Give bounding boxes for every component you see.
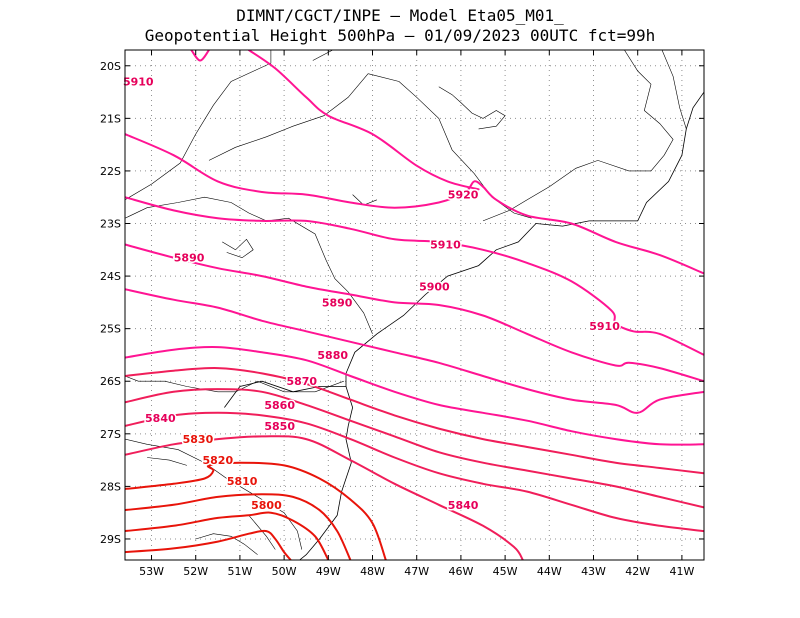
contour-5890 [125, 288, 704, 414]
contour-5800 [125, 529, 292, 560]
lat-tick-label: 28S [100, 480, 121, 493]
lat-tick-label: 22S [100, 165, 121, 178]
contour-5870 [125, 367, 704, 475]
contour-label-5840: 5840 [145, 412, 176, 425]
contour-5810 [125, 511, 330, 560]
state-border [195, 533, 258, 555]
state-border [125, 438, 303, 550]
state-border [125, 50, 272, 201]
state-border [125, 196, 373, 335]
contour-5910 [125, 196, 704, 356]
lon-tick-label: 41W [669, 565, 694, 578]
state-border [438, 86, 506, 130]
graticule [125, 50, 704, 560]
chart-title-line2: Geopotential Height 500hPa – 01/09/2023 … [144, 26, 656, 45]
lon-tick-label: 43W [581, 565, 606, 578]
contour-label-5810: 5810 [227, 475, 258, 488]
contour-5840 [125, 435, 524, 560]
lat-tick-label: 29S [100, 533, 121, 546]
contour-label-5910: 5910 [589, 320, 620, 333]
state-border [368, 73, 532, 219]
coastline-south [224, 380, 354, 560]
lat-tick-label: 27S [100, 428, 121, 441]
coastlines-and-borders [125, 50, 704, 560]
lon-tick-label: 46W [448, 565, 473, 578]
axis-ticks: 20S 21S 22S 23S 24S 25S 26S 27S 28S 29S 53W 52W 51W 5… [100, 50, 704, 578]
contour-label-5890: 5890 [174, 252, 205, 265]
state-border [312, 50, 333, 61]
state-border [222, 238, 254, 259]
lat-tick-label: 21S [100, 112, 121, 125]
state-border [482, 50, 674, 222]
contour-label-5890: 5890 [322, 296, 353, 309]
lon-tick-label: 44W [537, 565, 562, 578]
contour-5930 [247, 50, 480, 191]
chart-title-line1: DIMNT/CGCT/INPE – Model Eta05_M01_ [236, 6, 564, 25]
lon-tick-label: 42W [625, 565, 650, 578]
lon-tick-label: 48W [360, 565, 385, 578]
lon-tick-label: 50W [272, 565, 297, 578]
state-border [147, 457, 187, 466]
contour-label-5900: 5900 [419, 281, 450, 294]
lat-tick-label: 23S [100, 218, 121, 231]
contour-label-5830: 5830 [183, 433, 214, 446]
contour-5880 [125, 345, 704, 446]
plot-frame [124, 49, 705, 561]
lon-tick-label: 52W [183, 565, 208, 578]
lon-tick-label: 45W [493, 565, 518, 578]
contour-label-5820: 5820 [203, 454, 234, 467]
lat-tick-label: 24S [100, 270, 121, 283]
state-border [125, 375, 344, 393]
state-border [208, 73, 369, 161]
lon-tick-label: 49W [316, 565, 341, 578]
contour-5900 [125, 243, 704, 383]
contour-label-5840: 5840 [448, 499, 479, 512]
contour-label-5910: 5910 [430, 239, 461, 252]
lat-tick-label: 20S [100, 60, 121, 73]
contour-label-5910: 5910 [123, 76, 154, 89]
contour-label-5860: 5860 [264, 399, 295, 412]
lon-tick-label: 51W [227, 565, 252, 578]
contour-label-5800: 5800 [251, 499, 282, 512]
contour-label-5850: 5850 [264, 420, 295, 433]
contour-label-5870: 5870 [286, 375, 317, 388]
lat-tick-label: 26S [100, 375, 121, 388]
contour-label-5880: 5880 [317, 349, 348, 362]
contour-label-5920: 5920 [448, 189, 479, 202]
contour-5850 [125, 411, 704, 533]
lon-tick-label: 53W [139, 565, 164, 578]
coastline-southeast [345, 91, 704, 387]
contour-5830 [125, 461, 387, 560]
lon-tick-label: 47W [404, 565, 429, 578]
state-border [661, 50, 687, 129]
contour-5820 [125, 493, 352, 560]
lat-tick-label: 25S [100, 323, 121, 336]
contour-5920 [125, 133, 704, 275]
contour-5860 [125, 388, 704, 509]
state-border [248, 515, 276, 550]
contour-5940 [190, 50, 210, 62]
height-contours [125, 50, 704, 560]
